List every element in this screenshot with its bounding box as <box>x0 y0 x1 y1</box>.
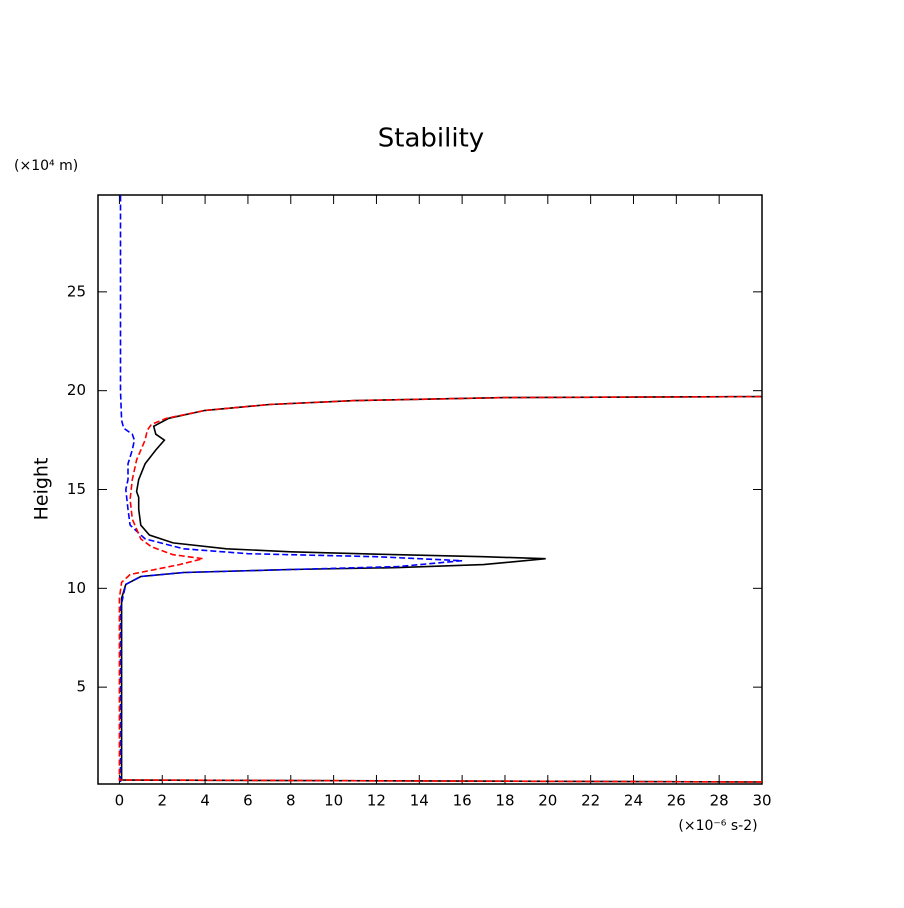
x-unit: (×10⁻⁶ s-2) <box>678 818 757 834</box>
y-tick-label: 10 <box>67 579 86 597</box>
x-tick-label: 16 <box>453 792 472 810</box>
x-tick-label: 0 <box>115 792 125 810</box>
series-line <box>120 395 762 783</box>
x-tick-label: 26 <box>667 792 686 810</box>
x-tick-label: 14 <box>410 792 429 810</box>
x-tick-label: 24 <box>624 792 643 810</box>
y-tick-label: 25 <box>67 282 86 300</box>
y-tick-label: 5 <box>76 678 86 696</box>
x-tick-label: 6 <box>243 792 253 810</box>
x-tick-label: 2 <box>157 792 167 810</box>
x-tick-label: 22 <box>581 792 600 810</box>
x-tick-label: 4 <box>200 792 210 810</box>
x-tick-label: 20 <box>538 792 557 810</box>
x-tick-label: 30 <box>752 792 771 810</box>
chart-title: Stability <box>378 124 484 154</box>
y-axis-label: Height <box>31 458 53 521</box>
x-tick-label: 12 <box>367 792 386 810</box>
x-tick-label: 28 <box>710 792 729 810</box>
series-line <box>119 195 463 782</box>
y-unit: (×10⁴ m) <box>14 158 78 174</box>
x-tick-label: 18 <box>495 792 514 810</box>
x-tick-label: 8 <box>286 792 296 810</box>
series-line <box>118 395 762 783</box>
y-tick-label: 20 <box>67 381 86 399</box>
x-tick-label: 10 <box>324 792 343 810</box>
y-tick-label: 15 <box>67 480 86 498</box>
